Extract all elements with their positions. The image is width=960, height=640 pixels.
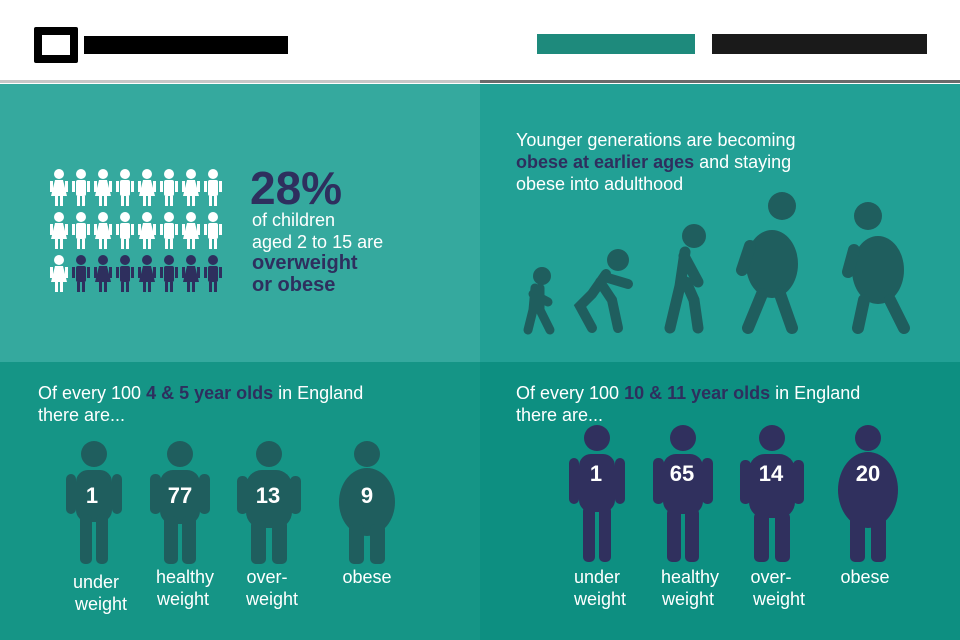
figure-healthy-4-5-icon (150, 441, 210, 564)
value-underweight-10-11: 1 (589, 461, 603, 486)
older-intro-pre: Of every 100 (516, 383, 625, 403)
girl-icon (138, 169, 156, 206)
figure-obese-4-5-icon (339, 441, 395, 564)
divider-left (0, 80, 480, 83)
girl-icon (94, 169, 112, 206)
header (0, 0, 960, 80)
generations-highlight: obese at earlier ages (516, 152, 695, 172)
boy-icon (72, 255, 90, 292)
label-underweight-4-5-1: under (72, 572, 120, 592)
logo-mark-icon (34, 27, 78, 63)
label-obese-10-11-1: obese (840, 567, 890, 587)
percent-value: 28% (250, 162, 343, 214)
growth-silhouettes (523, 192, 910, 335)
figure-obese-10-11-icon (838, 425, 898, 562)
girl-icon (50, 169, 68, 206)
value-obese-4-5: 9 (360, 483, 374, 508)
label-overweight-4-5-2: weight (245, 589, 299, 609)
campaign-tag-dark (712, 34, 927, 54)
value-overweight-4-5: 13 (255, 483, 281, 508)
label-overweight-10-11-2: weight (752, 589, 806, 609)
value-obese-10-11: 20 (855, 461, 881, 486)
label-healthy-10-11-1: healthy (660, 567, 720, 587)
girl-icon (50, 212, 68, 249)
boy-icon (72, 212, 90, 249)
teen-obese-icon (736, 192, 798, 334)
girl-icon (94, 212, 112, 249)
label-healthy-4-5-1: healthy (155, 567, 215, 587)
boy-icon (204, 169, 222, 206)
girl-icon (182, 212, 200, 249)
organisation-logo (34, 27, 288, 63)
value-healthy-4-5: 77 (167, 483, 193, 508)
label-healthy-4-5-2: weight (156, 589, 210, 609)
girl-icon (138, 255, 156, 292)
boy-icon (160, 169, 178, 206)
younger-intro-line-2: there are... (38, 405, 126, 425)
generations-line-2: obese at earlier ages and staying (516, 151, 791, 173)
children-icon-grid (50, 169, 222, 292)
logo-wordmark (84, 36, 288, 54)
campaign-tag-teal (537, 34, 695, 54)
girl-icon (94, 255, 112, 292)
figure-underweight-10-11-icon (569, 425, 625, 562)
label-underweight-10-11-2: weight (573, 589, 627, 609)
older-intro-line-2: there are... (516, 405, 604, 425)
percent-caption-3: overweight (252, 252, 358, 274)
label-underweight-10-11-1: under (573, 567, 621, 587)
generations-line-1: Younger generations are becoming (516, 130, 796, 150)
older-intro-post: in England (770, 383, 861, 403)
figure-underweight-4-5-icon (66, 441, 122, 564)
boy-icon (160, 255, 178, 292)
figure-overweight-10-11-icon (740, 425, 804, 562)
percent-caption-2: aged 2 to 15 are (252, 232, 384, 252)
label-underweight-4-5-2: weight (74, 594, 128, 614)
younger-intro-highlight: 4 & 5 year olds (146, 383, 274, 403)
figure-healthy-10-11-icon (653, 425, 713, 562)
boy-icon (116, 169, 134, 206)
child-walking-icon (664, 224, 706, 334)
value-underweight-4-5: 1 (85, 483, 99, 508)
boy-icon (116, 212, 134, 249)
value-healthy-10-11: 65 (669, 461, 695, 486)
boy-icon (72, 169, 90, 206)
generations-line-2-rest: and staying (694, 152, 792, 172)
label-obese-4-5-1: obese (342, 567, 392, 587)
girl-icon (50, 255, 68, 292)
older-intro-highlight: 10 & 11 year olds (624, 383, 771, 403)
younger-intro-line-1: Of every 100 4 & 5 year olds in England (38, 382, 363, 404)
younger-intro-pre: Of every 100 (38, 383, 147, 403)
percent-caption-4: or obese (252, 274, 336, 296)
boy-icon (160, 212, 178, 249)
divider-right (480, 80, 960, 83)
generations-line-3: obese into adulthood (516, 174, 684, 194)
value-overweight-10-11: 14 (758, 461, 784, 486)
younger-intro-post: in England (273, 383, 364, 403)
girl-icon (182, 255, 200, 292)
boy-icon (204, 255, 222, 292)
label-overweight-10-11-1: over- (750, 567, 792, 587)
adult-obese-icon (842, 202, 910, 334)
boy-icon (116, 255, 134, 292)
girl-icon (182, 169, 200, 206)
label-healthy-10-11-2: weight (661, 589, 715, 609)
label-overweight-4-5-1: over- (246, 567, 288, 587)
girl-icon (138, 212, 156, 249)
older-intro-line-1: Of every 100 10 & 11 year olds in Englan… (516, 382, 860, 404)
boy-icon (204, 212, 222, 249)
toddler-icon (523, 267, 555, 335)
figure-overweight-4-5-icon (237, 441, 301, 564)
crawling-child-icon (573, 249, 633, 333)
percent-caption-1: of children (252, 210, 336, 230)
